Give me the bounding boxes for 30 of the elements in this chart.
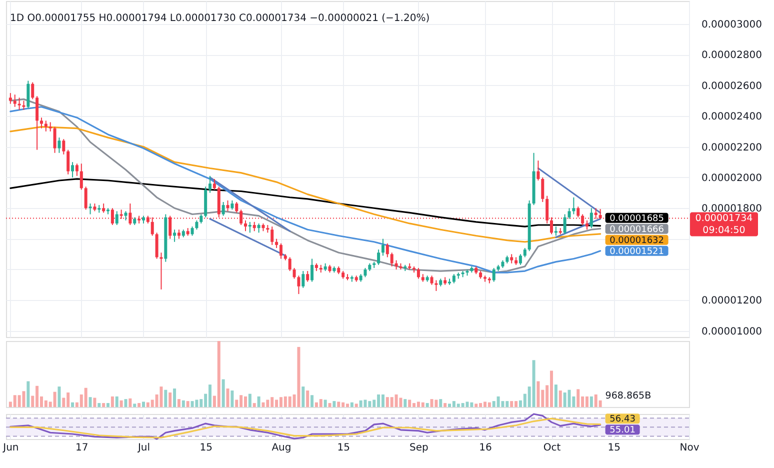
- y-tick-label: 0.00001000: [702, 326, 762, 338]
- data-label: 0.00001685: [610, 214, 664, 224]
- x-tick-label: 15: [608, 442, 620, 454]
- y-tick-label: 0.00001200: [702, 296, 762, 307]
- y-tick-label: 0.00002000: [702, 172, 762, 184]
- x-tick-label: Nov: [680, 442, 700, 454]
- y-tick-label: 0.00003000: [702, 20, 762, 31]
- x-tick-label: 17: [76, 442, 88, 454]
- x-tick-label: 15: [337, 442, 350, 454]
- data-label: 0.00001666: [610, 224, 664, 235]
- x-tick-label: Jun: [2, 442, 19, 454]
- data-label: 56.43: [610, 414, 636, 425]
- text: 1D O0.00001755 H0.00001794 L0.00001730 C0.00001734 −0.00000021 (−1.20%): [10, 13, 430, 24]
- text: 09:04:50: [702, 225, 746, 236]
- data-label: 0.00001521: [610, 246, 664, 257]
- x-tick-label: 16: [479, 442, 492, 454]
- data-label: 0.00001632: [610, 236, 664, 246]
- x-tick-label: 15: [200, 442, 212, 454]
- x-tick-label: Sep: [410, 442, 428, 454]
- y-tick-label: 0.00001800: [702, 204, 762, 215]
- ref-line-label: 0.00001734: [695, 213, 753, 224]
- data-label: 55.01: [610, 426, 636, 436]
- x-tick-label: Oct: [543, 442, 561, 454]
- y-tick-label: 0.00002400: [702, 112, 762, 123]
- y-tick-label: 0.00002600: [702, 80, 762, 92]
- annotation: 968.865B: [605, 390, 652, 402]
- y-tick-label: 0.00002800: [702, 50, 762, 62]
- y-tick-label: 0.00002200: [702, 142, 762, 154]
- x-tick-label: Aug: [272, 442, 292, 454]
- x-tick-label: Jul: [136, 442, 150, 454]
